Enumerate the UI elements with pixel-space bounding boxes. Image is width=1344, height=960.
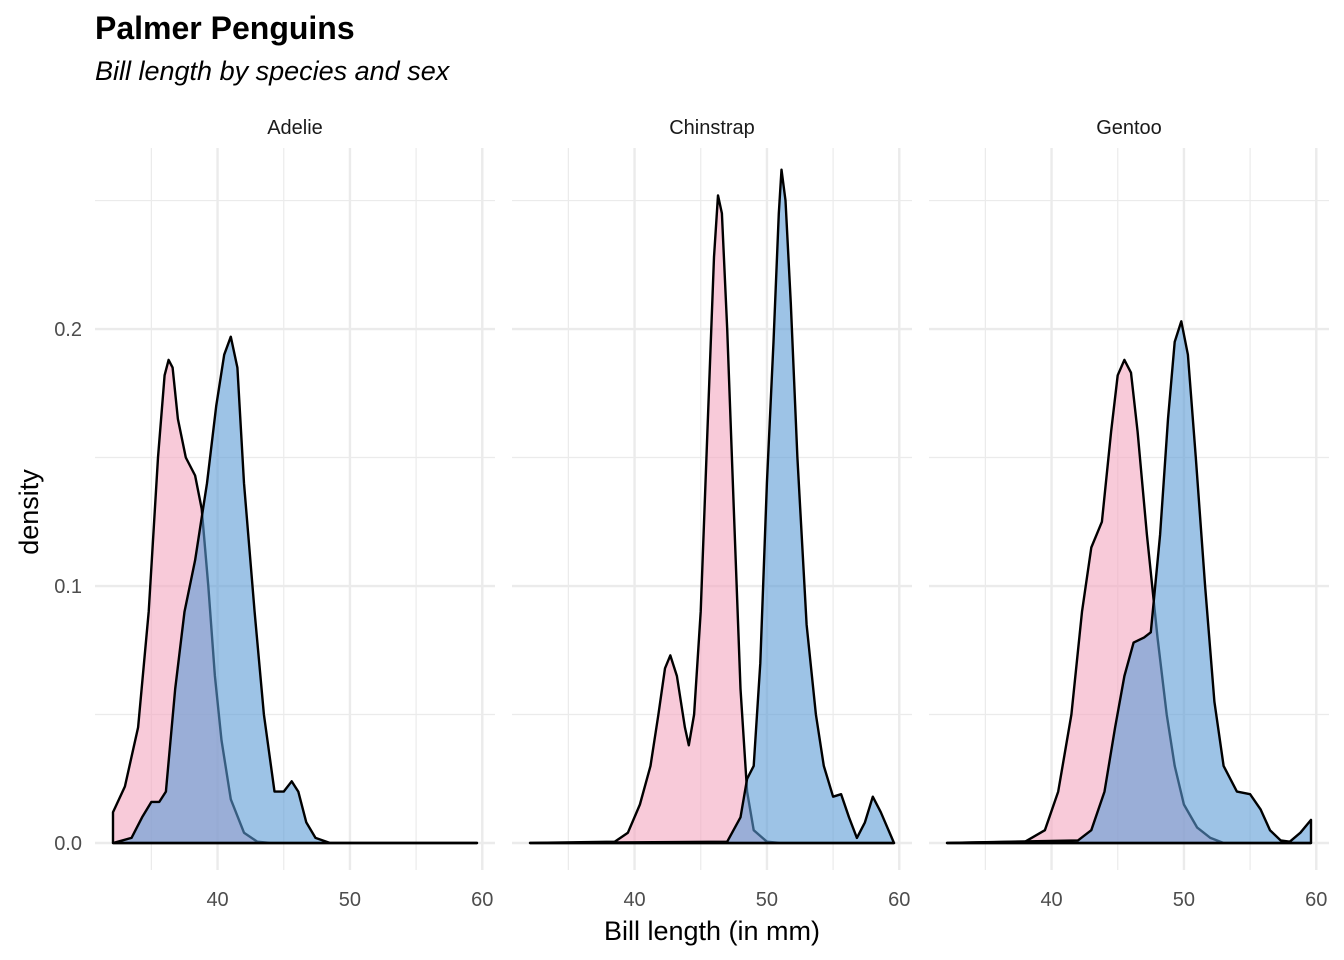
x-tick-label: 50 — [339, 889, 361, 911]
density-area-male — [111, 335, 479, 845]
chart-subtitle: Bill length by species and sex — [95, 56, 450, 86]
x-axis-title: Bill length (in mm) — [604, 916, 820, 946]
x-tick-label: 40 — [1040, 889, 1062, 911]
y-tick-label: 0.0 — [54, 833, 82, 855]
y-tick-label: 0.1 — [54, 576, 82, 598]
x-tick-label: 60 — [888, 889, 910, 911]
y-axis-title: density — [14, 469, 44, 555]
facet-strip-label: Chinstrap — [669, 117, 755, 139]
x-tick-label: 40 — [206, 889, 228, 911]
x-tick-label: 60 — [1305, 889, 1327, 911]
x-tick-label: 40 — [623, 889, 645, 911]
facet-strip-label: Adelie — [267, 117, 323, 139]
x-tick-label: 60 — [471, 889, 493, 911]
density-area-male — [945, 320, 1313, 845]
x-tick-label: 50 — [756, 889, 778, 911]
facet-strip-label: Gentoo — [1096, 117, 1162, 139]
density-area-male — [528, 168, 896, 845]
density-area-female — [528, 194, 896, 845]
y-tick-label: 0.2 — [54, 319, 82, 341]
chart-title: Palmer Penguins — [95, 10, 355, 46]
x-tick-label: 50 — [1173, 889, 1195, 911]
